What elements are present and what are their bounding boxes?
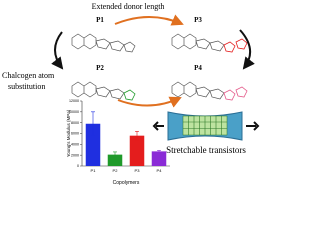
y-tick-label: 0 bbox=[77, 164, 79, 168]
y-tick-label: 6000 bbox=[71, 132, 79, 136]
bar bbox=[85, 123, 101, 166]
device-label: Stretchable transistors bbox=[166, 145, 246, 155]
x-tick-label: P2 bbox=[113, 168, 119, 173]
bar-chart: 0 2000 4000 6000 8000 10000 12000 Young's Modul… bbox=[66, 99, 170, 186]
x-axis-label: Copolymers bbox=[113, 180, 140, 186]
arrow bbox=[114, 14, 184, 26]
x-tick-label: P3 bbox=[135, 168, 141, 173]
highlight bbox=[223, 86, 248, 101]
arrow bbox=[117, 96, 182, 108]
graphical-abstract: Extended donor length Chalcogen atom sub… bbox=[2, 2, 260, 186]
y-tick-label: 8000 bbox=[71, 121, 79, 125]
highlight bbox=[123, 89, 136, 101]
y-tick-label: 4000 bbox=[71, 143, 79, 147]
y-tick-label: 2000 bbox=[71, 153, 79, 157]
top-label: Extended donor length bbox=[92, 2, 165, 11]
y-tick-label: 12000 bbox=[69, 99, 79, 103]
error-bar bbox=[113, 151, 117, 158]
polymer-label: P3 bbox=[194, 16, 202, 24]
highlight bbox=[223, 38, 248, 53]
error-bar bbox=[91, 111, 95, 136]
molecules bbox=[71, 33, 248, 101]
bar bbox=[107, 154, 123, 166]
transistor-icon bbox=[152, 111, 260, 141]
side-label: Chalcogen atom bbox=[2, 71, 55, 80]
polymer-label: P1 bbox=[96, 16, 104, 24]
x-tick-label: P1 bbox=[91, 168, 97, 173]
side-label: substitution bbox=[8, 82, 45, 91]
x-tick-label: P4 bbox=[157, 168, 163, 173]
y-tick-label: 10000 bbox=[69, 110, 79, 114]
y-axis-label: Young's Modulus (MPa) bbox=[66, 109, 71, 157]
error-bar bbox=[135, 131, 139, 141]
polymer-label: P4 bbox=[194, 64, 202, 72]
bar bbox=[151, 151, 167, 166]
arrow bbox=[51, 31, 64, 70]
bar bbox=[129, 135, 145, 166]
polymer-label: P2 bbox=[96, 64, 104, 72]
error-bar bbox=[157, 149, 161, 153]
arrow bbox=[239, 29, 255, 70]
